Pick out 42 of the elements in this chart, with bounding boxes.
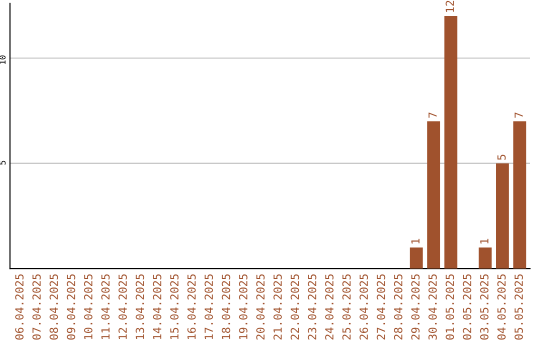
data-label: 5 bbox=[497, 154, 506, 160]
x-tick-label: 28.04.2025 bbox=[394, 274, 402, 340]
x-tick-label: 22.04.2025 bbox=[290, 274, 300, 340]
x-tick-label: 19.04.2025 bbox=[239, 274, 248, 340]
x-tick-label: 26.04.2025 bbox=[360, 274, 368, 340]
data-label: 12 bbox=[446, 0, 454, 12]
bar bbox=[496, 163, 509, 269]
x-tick-label: 30.04.2025 bbox=[428, 274, 437, 340]
x-tick-label: 29.04.2025 bbox=[411, 274, 420, 340]
x-tick-label: 04.05.2025 bbox=[497, 274, 506, 340]
x-tick-label: 05.05.2025 bbox=[514, 274, 523, 340]
x-tick-label: 14.04.2025 bbox=[152, 274, 162, 340]
x-tick-label: 09.04.2025 bbox=[66, 274, 76, 340]
bar bbox=[513, 121, 526, 269]
bar bbox=[410, 248, 423, 269]
x-tick-label: 07.04.2025 bbox=[32, 274, 41, 340]
data-label: 7 bbox=[428, 112, 437, 118]
x-tick-label: 20.04.2025 bbox=[256, 274, 265, 340]
x-tick-label: 11.04.2025 bbox=[101, 274, 110, 340]
x-tick-label: 03.05.2025 bbox=[480, 274, 488, 340]
x-tick-label: 18.04.2025 bbox=[222, 274, 230, 340]
data-label: 1 bbox=[480, 238, 488, 244]
x-tick-label: 13.04.2025 bbox=[136, 274, 144, 340]
bar bbox=[478, 248, 492, 269]
x-tick-label: 25.04.2025 bbox=[342, 274, 351, 340]
x-tick-label: 15.04.2025 bbox=[170, 274, 179, 340]
x-tick-label: 10.04.2025 bbox=[84, 274, 92, 340]
x-tick-label: 08.04.2025 bbox=[50, 274, 58, 340]
x-tick-label: 21.04.2025 bbox=[273, 274, 282, 340]
data-label: 1 bbox=[411, 238, 420, 244]
x-tick-label: 27.04.2025 bbox=[376, 274, 386, 340]
x-tick-label: 23.04.2025 bbox=[308, 274, 316, 340]
x-tick-label: 16.04.2025 bbox=[187, 274, 196, 340]
x-tick-label: 01.05.2025 bbox=[446, 274, 454, 340]
bar bbox=[427, 121, 440, 269]
x-tick-label: 06.04.2025 bbox=[15, 274, 24, 340]
x-tick-label: 12.04.2025 bbox=[118, 274, 127, 340]
bar bbox=[444, 16, 458, 269]
x-tick-label: 17.04.2025 bbox=[204, 274, 213, 340]
x-tick-label: 02.05.2025 bbox=[462, 274, 472, 340]
data-label: 7 bbox=[514, 112, 523, 118]
x-tick-label: 24.04.2025 bbox=[325, 274, 334, 340]
